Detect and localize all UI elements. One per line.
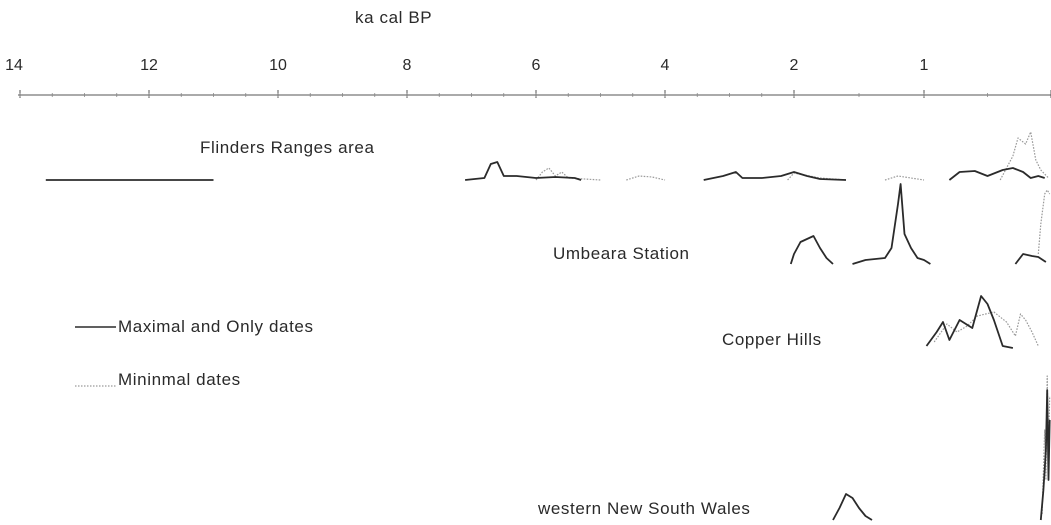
legend-label-maximal: Maximal and Only dates (118, 317, 314, 336)
legend: Maximal and Only dates Mininmal dates (75, 317, 314, 389)
x-tick-label: 10 (269, 57, 287, 74)
panel-label: western New South Wales (537, 499, 751, 518)
series-line-maximal (925, 295, 1014, 349)
series-line-minimal (1037, 189, 1051, 255)
panel-label: Copper Hills (722, 330, 822, 349)
series-line-minimal (884, 175, 925, 181)
x-tick-label: 14 (5, 57, 23, 74)
panel: Flinders Ranges area (45, 131, 1049, 181)
series-line-maximal (465, 161, 582, 181)
panel: western New South Wales (537, 375, 1051, 521)
x-axis-title: ka cal BP (355, 8, 432, 27)
x-tick-label: 12 (140, 57, 158, 74)
series-line-minimal (999, 131, 1049, 181)
panel-label: Umbeara Station (553, 244, 690, 263)
series-line-maximal (832, 493, 873, 521)
series-line-minimal (933, 311, 1039, 347)
series-line-maximal (789, 235, 834, 265)
x-tick-label: 4 (661, 57, 670, 74)
series-line-maximal (852, 183, 931, 265)
series-line-maximal (948, 167, 1045, 181)
x-axis: 141210864210 (5, 57, 1051, 98)
legend-label-minimal: Mininmal dates (118, 370, 241, 389)
series-line-minimal (626, 175, 666, 181)
panel: Copper Hills (722, 295, 1039, 349)
x-tick-label: 1 (920, 57, 929, 74)
series-line-maximal (703, 171, 847, 181)
series-line-maximal (1014, 253, 1047, 265)
x-tick-label: 2 (790, 57, 799, 74)
panel: Umbeara Station (553, 183, 1051, 265)
series-line-maximal (1039, 389, 1051, 521)
x-tick-label: 6 (532, 57, 541, 74)
panel-label: Flinders Ranges area (200, 138, 375, 157)
x-tick-label: 8 (403, 57, 412, 74)
series-line-minimal (535, 167, 601, 181)
panels: Flinders Ranges area Umbeara Station Coppe… (45, 131, 1051, 521)
